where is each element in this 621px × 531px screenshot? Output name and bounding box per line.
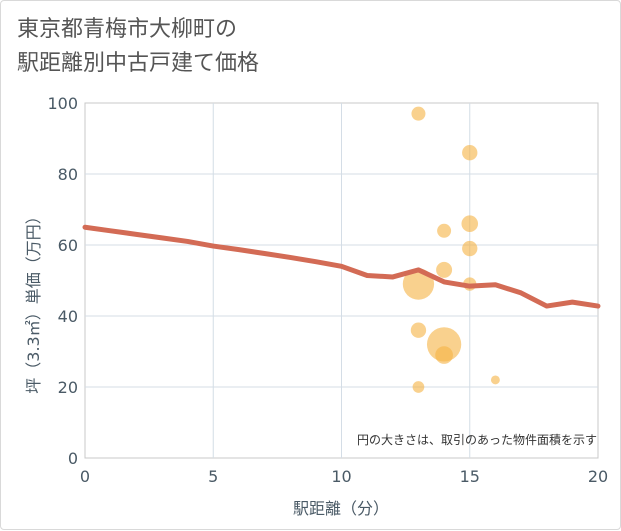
y-tick-label-0: 0 [68,449,78,468]
bubble-point-4 [462,240,478,257]
y-tick-label-2: 40 [58,307,78,326]
x-tick-labels: 0 5 10 15 20 [80,467,608,486]
bubble-point-3 [437,223,452,238]
chart-title-line-2: 駅距離別中古戸建て価格 [17,51,260,76]
bubble-point-11 [412,381,425,393]
bubble-point-5 [436,261,453,278]
bubble-point-2 [461,215,479,232]
x-tick-label-3: 15 [460,467,480,486]
y-tick-label-3: 60 [58,236,78,255]
x-tick-label-1: 5 [208,467,218,486]
average-price-line [82,224,601,309]
bubble-point-8 [410,322,427,338]
y-tick-label-4: 80 [58,165,78,184]
chart-title: 東京都青梅市大柳町の 駅距離別中古戸建て価格 [17,13,259,81]
y-tick-label-1: 20 [58,378,78,397]
chart-title-line-1: 東京都青梅市大柳町の [17,17,238,42]
bubble-point-10 [435,346,453,364]
bubble-series [402,106,500,393]
x-tick-label-2: 10 [331,467,351,486]
bubble-point-1 [462,145,478,161]
x-tick-label-0: 0 [80,467,90,486]
x-tick-label-4: 20 [588,467,608,486]
y-tick-labels: 0 20 40 60 80 100 [47,94,78,468]
bubble-point-12 [490,375,500,385]
size-note: 円の大きさは、取引のあった物件面積を示す [357,432,597,447]
y-axis-label: 坪（3.3㎡）単価（万円） [24,208,43,393]
bubble-point-0 [411,106,426,121]
y-tick-label-5: 100 [47,94,78,113]
x-axis-label: 駅距離（分） [293,499,389,518]
line-series [82,224,601,309]
